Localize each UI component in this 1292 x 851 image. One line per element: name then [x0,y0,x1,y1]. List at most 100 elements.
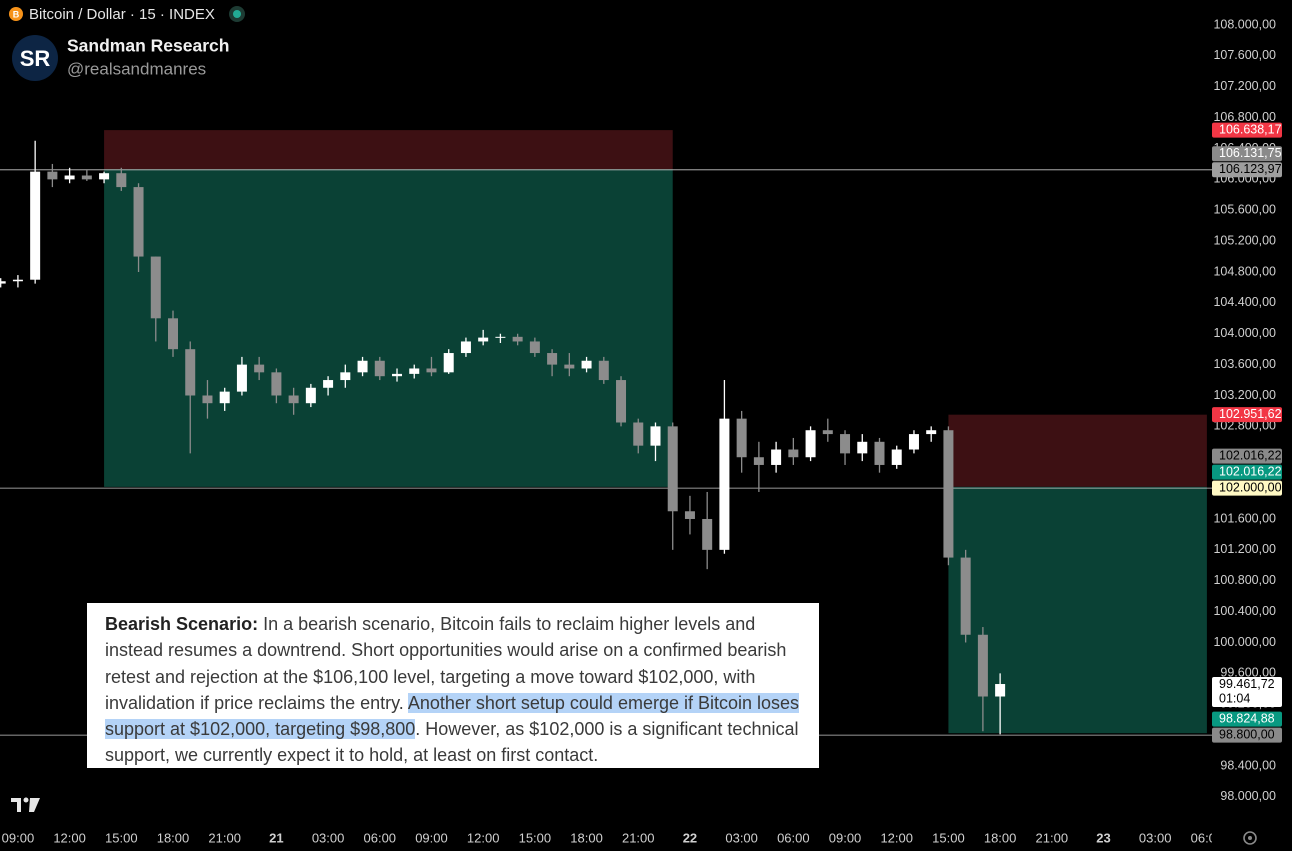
bitcoin-icon [9,7,23,21]
y-tick-label: 105.200,00 [1213,233,1276,247]
candle-body [788,449,799,458]
price-badge-label: 98.824,88 [1219,711,1275,725]
target-zone [948,486,1207,734]
tradingview-logo [11,797,40,812]
author-name: Sandman Research [67,36,229,56]
candle-body [0,281,6,284]
x-tick-label: 15:00 [105,830,138,845]
candle-body [288,395,299,404]
symbol: Bitcoin / Dollar · 15 · INDEX [29,6,215,23]
x-tick-label: 21 [269,830,283,845]
price-badge [1212,146,1282,162]
candle-body [185,349,196,396]
status-dot [233,10,241,18]
y-tick-label: 107.600,00 [1213,48,1276,62]
candle-body [409,368,420,374]
x-tick-label: 09:00 [829,830,862,845]
y-tick-label: 101.200,00 [1213,542,1276,556]
candle-body [702,518,713,550]
candle-body [995,684,1006,697]
candle-body [323,380,334,388]
y-tick-label: 99.600,00 [1220,666,1276,680]
candle-body [426,368,437,373]
candle-body [460,341,471,354]
author-handle: @realsandmanres [67,59,206,78]
x-tick-label: 18:00 [157,830,190,845]
candle-body [30,171,41,280]
candle-body [616,380,627,423]
candle-body [771,449,782,465]
candle-body [805,430,816,458]
candle-body [857,441,868,454]
x-tick-label: 06:00 [777,830,810,845]
candle-body [667,426,678,512]
candle-body [254,364,265,373]
x-tick-label: 06:00 [1191,830,1224,845]
x-tick-label: 18:00 [984,830,1017,845]
candle-body [960,557,971,635]
price-badge [1212,727,1282,743]
candle-body [202,395,213,404]
candle-body [47,171,58,180]
price-badge-label: 102.016,22 [1219,464,1282,478]
price-badge-label: 102.951,62 [1219,407,1282,421]
candle-body [392,373,403,377]
x-tick-label: 21:00 [1036,830,1069,845]
countdown-label: 01:04 [1219,691,1250,705]
candle-body [133,187,144,257]
candle-body [219,391,230,404]
y-tick-label: 98.400,00 [1220,758,1276,772]
candle-body [357,360,368,373]
x-tick-label: 15:00 [932,830,965,845]
x-tick-label: 22 [683,830,697,845]
candle-body [478,337,489,342]
x-tick-label: 23 [1096,830,1110,845]
price-badge [1212,711,1282,727]
x-tick-label: 21:00 [622,830,655,845]
candle-body [943,430,954,558]
candle-body [908,434,919,450]
x-tick-label: 03:00 [312,830,345,845]
candle-body [81,175,92,180]
candle-body [374,360,385,377]
candle-body [684,511,695,519]
candle-body [547,353,558,365]
x-tick-label: 12:00 [880,830,913,845]
candle-body [926,430,937,435]
candle-body [736,418,747,458]
candle-body [150,256,161,319]
x-tick-label: 03:00 [1139,830,1172,845]
y-tick-label: 104.800,00 [1213,264,1276,278]
stop-zone [948,414,1207,487]
y-tick-label: 100.800,00 [1213,573,1276,587]
x-tick-label: 12:00 [467,830,500,845]
price-badge [1212,122,1282,138]
bitcoin-icon-glyph: B [13,9,20,19]
price-badge [1212,448,1282,464]
candle-body [236,364,247,392]
settings-icon[interactable] [1243,831,1257,845]
candle-body [495,336,506,338]
candle-body [598,360,609,381]
price-badge-label: 102.016,22 [1219,448,1282,462]
price-badge-label: 106.123,97 [1219,162,1282,176]
candle-body [840,434,851,454]
candle-body [891,449,902,465]
x-tick-label: 15:00 [519,830,552,845]
author-logo-text: SR [20,46,51,71]
price-badge [1212,464,1282,480]
candle-body [340,372,351,381]
candle-body [443,353,454,373]
price-badge-label: 98.800,00 [1219,727,1275,741]
y-tick-label: 103.600,00 [1213,357,1276,371]
x-tick-label: 21:00 [208,830,241,845]
x-tick-label: 18:00 [570,830,603,845]
y-tick-label: 100.000,00 [1213,635,1276,649]
x-tick-label: 03:00 [725,830,758,845]
candle-body [822,430,833,435]
candle-body [633,422,644,446]
candle-body [12,279,23,282]
candle-body [99,173,110,180]
